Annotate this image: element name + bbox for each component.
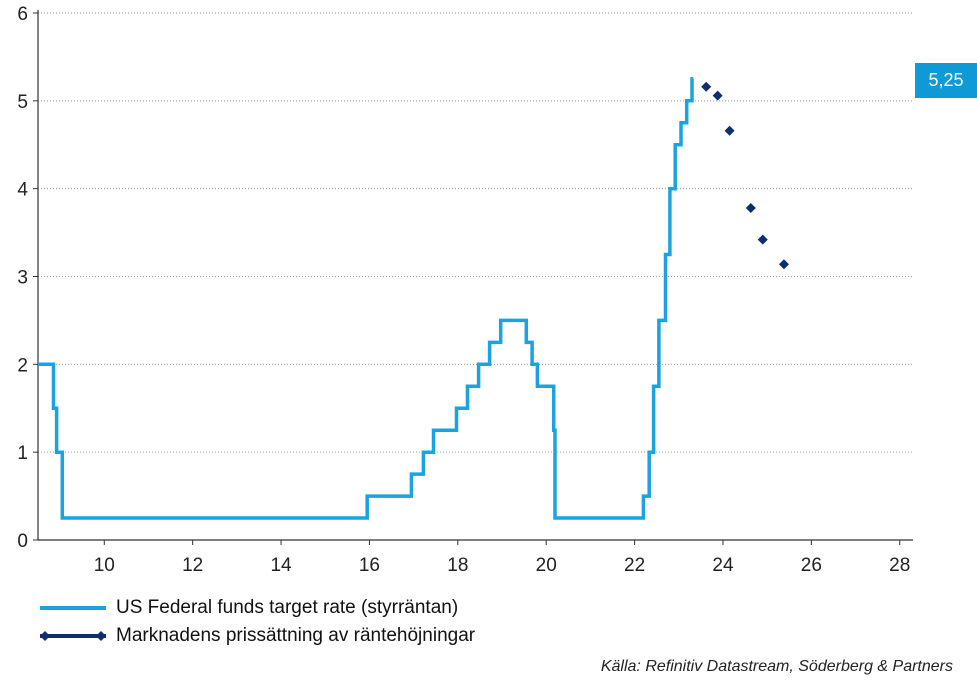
y-tick-label: 0 [17,531,28,552]
x-tick-labels: 10 12 14 16 18 20 22 24 26 28 [94,555,911,576]
y-tick-label: 5 [17,92,28,113]
market-point [724,125,735,136]
x-tick-label: 10 [94,555,115,576]
latest-value-label: 5,25 [928,70,964,90]
legend-markers-market [40,631,106,641]
axes [33,10,913,545]
source-note: Källa: Refinitiv Datastream, Söderberg &… [600,658,953,675]
x-tick-label: 22 [624,555,645,576]
market-point [701,81,712,92]
legend-swatch-fed-rate [40,606,106,610]
x-tick-label: 26 [801,555,822,576]
market-pricing-series [701,81,789,270]
fed-rate-series [38,77,694,520]
market-point [745,202,756,213]
y-tick-label: 2 [17,355,28,376]
x-tick-label: 28 [889,555,910,576]
y-tick-label: 6 [17,4,28,25]
legend-swatch-market [40,631,106,641]
x-tick-label: 20 [536,555,557,576]
gridlines [38,12,913,453]
y-tick-label: 4 [17,180,28,201]
x-tick-label: 24 [712,555,734,576]
legend-item-fed-rate: US Federal funds target rate (styrräntan… [40,597,458,619]
fed-rate-line [38,77,694,520]
x-tick-label: 14 [270,555,292,576]
legend-label-market: Marknadens prissättning av räntehöjninga… [116,625,476,646]
latest-value-callout: 5,25 [915,63,977,98]
market-point [712,90,723,101]
legend-item-market: Marknadens prissättning av räntehöjninga… [40,625,475,647]
y-tick-labels: 0 1 2 3 4 5 6 [17,4,28,552]
x-tick-label: 18 [447,555,468,576]
y-tick-label: 1 [17,443,28,464]
market-point [778,259,789,270]
y-tick-label: 3 [17,268,28,289]
x-tick-label: 16 [359,555,380,576]
legend-label-fed-rate: US Federal funds target rate (styrräntan… [116,597,459,618]
market-point [757,234,768,245]
x-tick-label: 12 [182,555,203,576]
